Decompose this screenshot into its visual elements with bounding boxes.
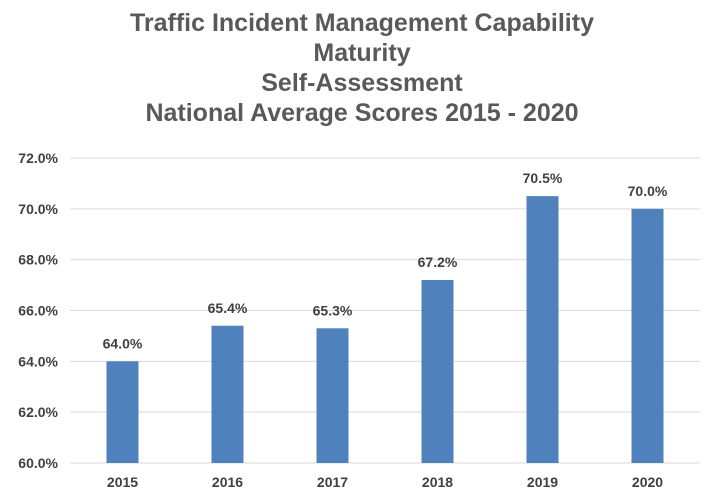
- chart-title-line-4: National Average Scores 2015 - 2020: [145, 99, 579, 127]
- x-tick-label-2019: 2019: [527, 474, 558, 490]
- y-tick-label: 72.0%: [18, 150, 58, 166]
- x-tick-label-2016: 2016: [212, 474, 243, 490]
- chart-title-line-3: Self-Assessment: [261, 69, 463, 97]
- data-label-2019: 70.5%: [523, 170, 563, 186]
- data-labels: 64.0% 65.4% 65.3% 67.2% 70.5% 70.0%: [103, 170, 668, 351]
- y-tick-label: 64.0%: [18, 353, 58, 369]
- x-tick-label-2017: 2017: [317, 474, 348, 490]
- data-label-2020: 70.0%: [628, 183, 668, 199]
- x-tick-label-2018: 2018: [422, 474, 453, 490]
- y-tick-label: 70.0%: [18, 201, 58, 217]
- y-tick-label: 68.0%: [18, 252, 58, 268]
- gridlines: [70, 157, 700, 464]
- bar-2016: [211, 325, 244, 463]
- x-tick-label-2015: 2015: [107, 474, 138, 490]
- chart-title: Traffic Incident Management Capability M…: [0, 8, 724, 128]
- x-tick-label-2020: 2020: [632, 474, 663, 490]
- bars: [106, 196, 664, 463]
- bar-2017: [316, 328, 349, 463]
- y-axis-tick-labels: 60.0% 62.0% 64.0% 66.0% 68.0% 70.0% 72.0%: [18, 150, 58, 471]
- bar-2018: [421, 280, 454, 463]
- data-label-2017: 65.3%: [313, 302, 353, 318]
- data-label-2018: 67.2%: [418, 254, 458, 270]
- y-tick-label: 66.0%: [18, 303, 58, 319]
- chart-title-line-1: Traffic Incident Management Capability: [130, 9, 594, 37]
- bar-2015: [106, 361, 139, 463]
- y-tick-label: 60.0%: [18, 455, 58, 471]
- data-label-2015: 64.0%: [103, 335, 143, 351]
- x-axis-tick-labels: 2015 2016 2017 2018 2019 2020: [107, 474, 663, 490]
- chart-title-line-2: Maturity: [313, 39, 411, 67]
- y-tick-label: 62.0%: [18, 404, 58, 420]
- bar-2019: [526, 196, 559, 463]
- data-label-2016: 65.4%: [208, 300, 248, 316]
- bar-2020: [631, 208, 664, 463]
